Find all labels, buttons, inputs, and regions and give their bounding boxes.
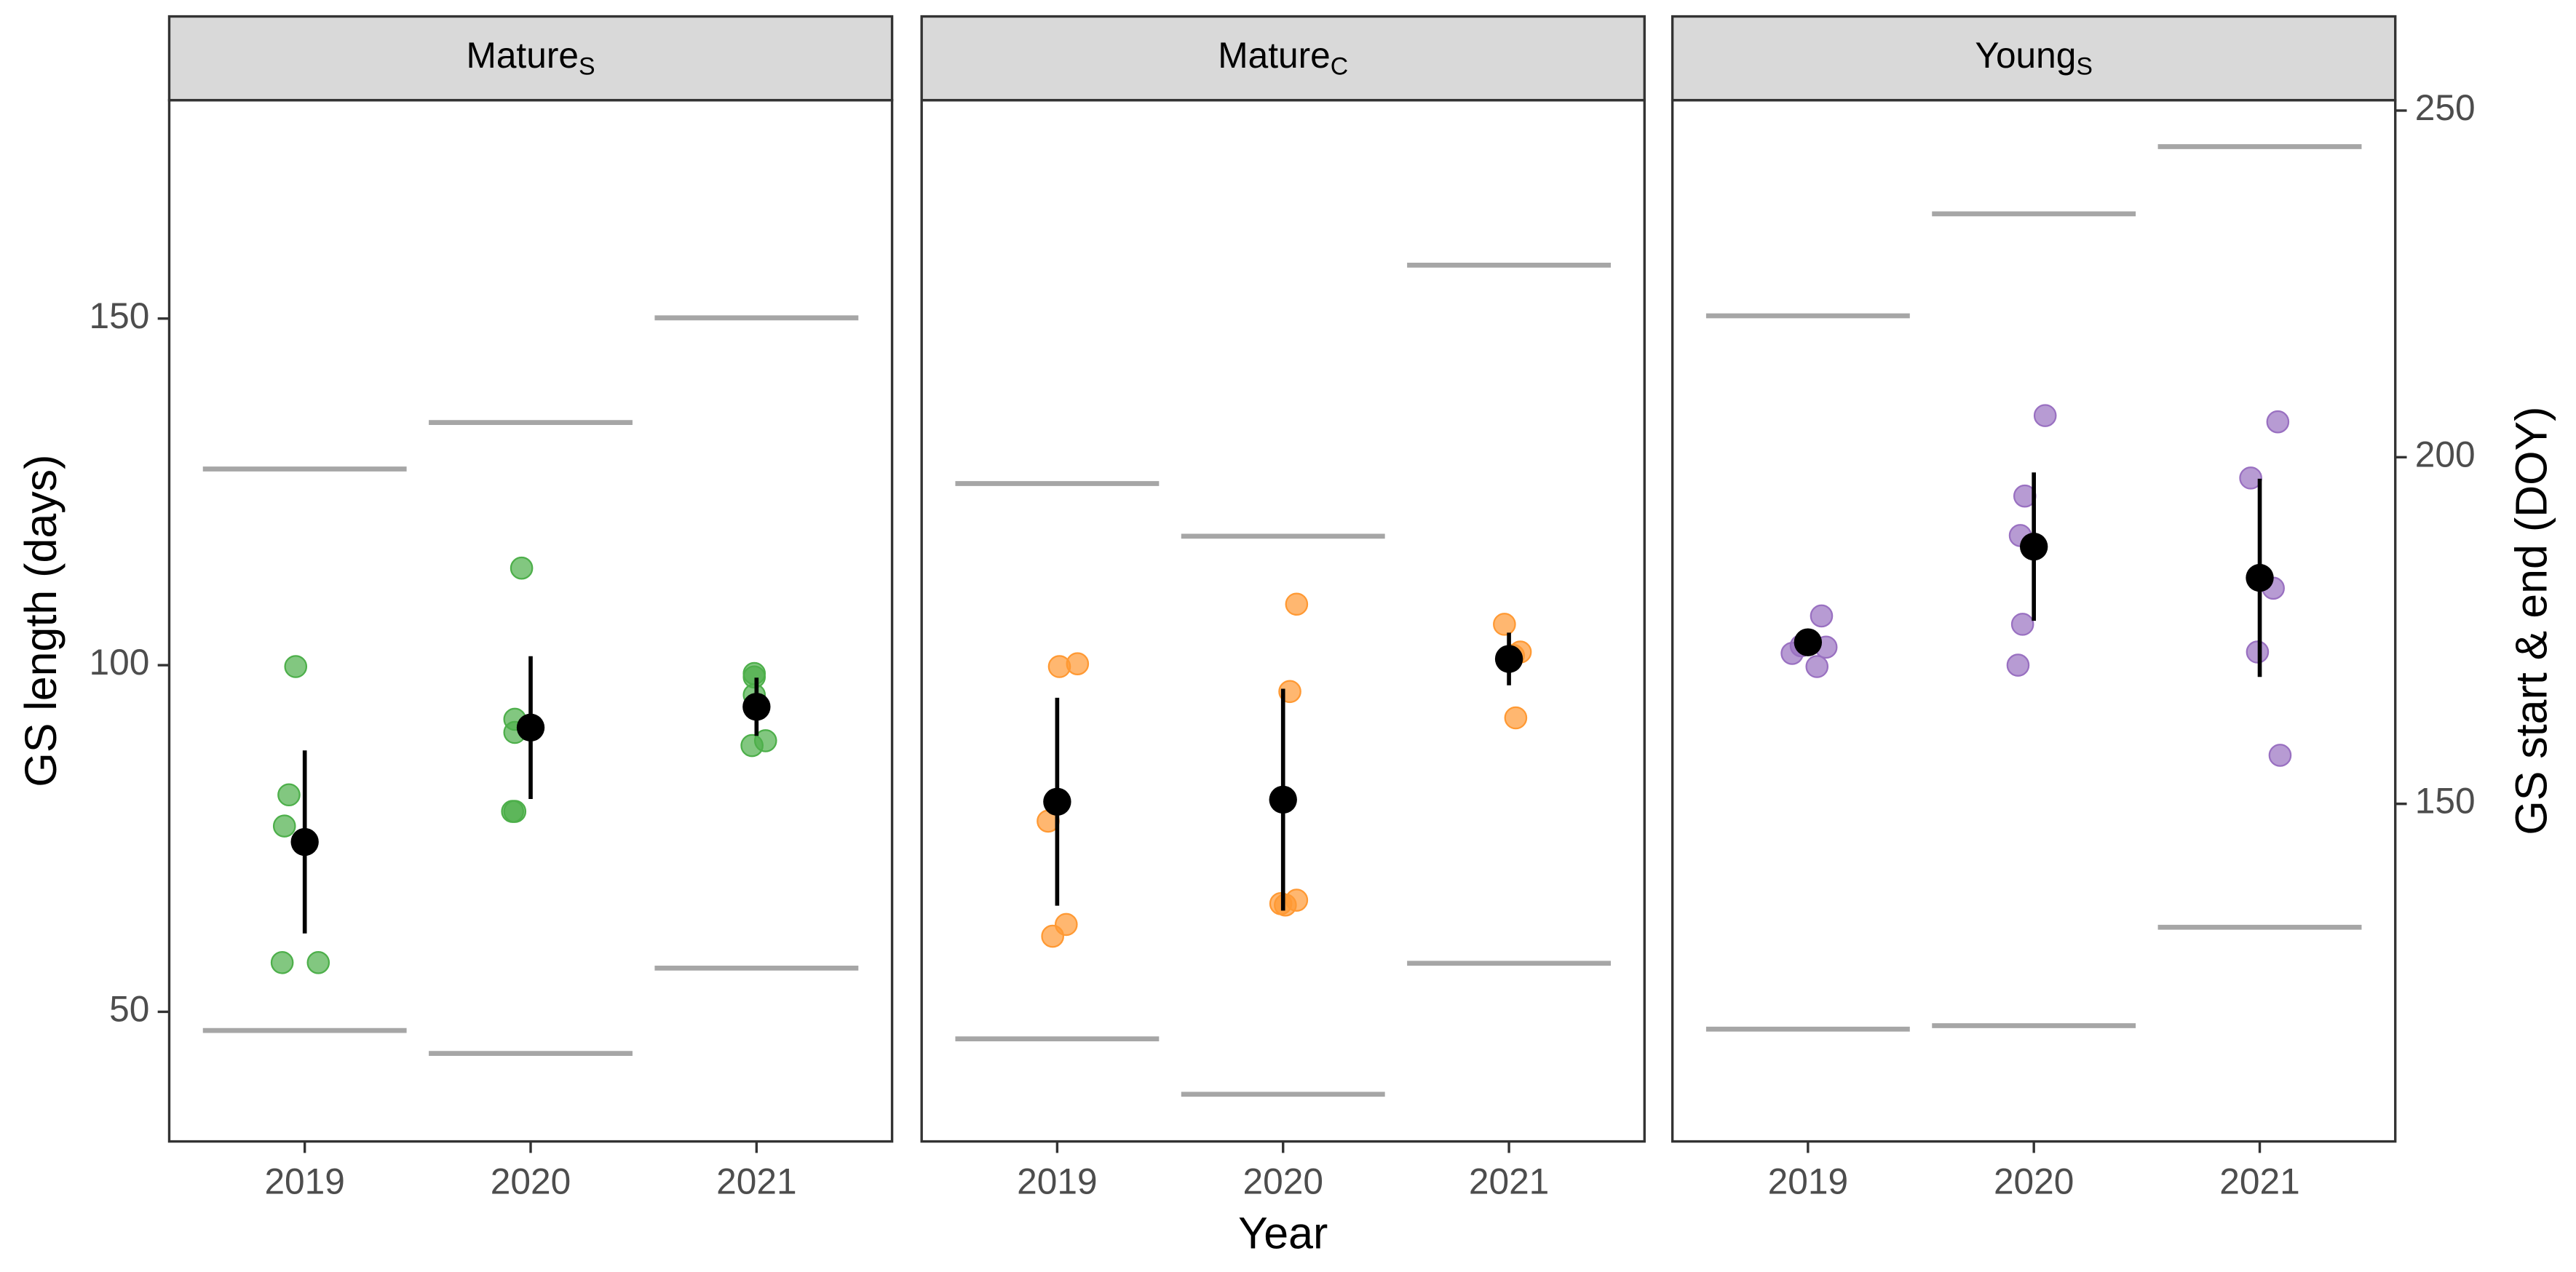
panel-border — [920, 98, 1646, 1143]
observation-point — [1285, 592, 1309, 616]
mean-point — [1043, 787, 1071, 816]
x-tick-label: 2020 — [1243, 1161, 1323, 1201]
observation-point — [1493, 613, 1516, 636]
mean-point — [290, 827, 319, 856]
observation-point — [2006, 653, 2030, 677]
x-tick-label: 2020 — [491, 1161, 571, 1201]
panel-title-main: Young — [1975, 35, 2076, 76]
x-tick-label: 2021 — [716, 1161, 796, 1201]
observation-point — [2268, 744, 2292, 767]
x-tick-label: 2020 — [1994, 1161, 2074, 1201]
x-tick-label: 2019 — [1017, 1161, 1097, 1201]
x-tick-label: 2021 — [2219, 1161, 2299, 1201]
panel-border — [167, 98, 894, 1143]
mean-point — [1794, 628, 1823, 656]
observation-point — [277, 783, 301, 807]
observation-point — [284, 655, 308, 678]
x-tick-label: 2021 — [1469, 1161, 1549, 1201]
mean-point — [1269, 785, 1297, 814]
observation-point — [753, 729, 777, 752]
y2-tick-label: 250 — [2415, 87, 2476, 128]
observation-point — [2246, 640, 2270, 664]
observation-point — [1504, 706, 1528, 730]
panel-strip — [1671, 15, 2397, 102]
observation-point — [2239, 466, 2262, 490]
observation-point — [510, 556, 534, 580]
y-tick-label: 50 — [109, 989, 149, 1030]
observation-point — [272, 814, 296, 838]
y2-axis-label: GS start & end (DOY) — [2507, 407, 2556, 835]
observation-point — [1810, 604, 1834, 628]
observation-point — [1285, 889, 1309, 912]
y-axis-label: GS length (days) — [16, 455, 66, 787]
mean-point — [2246, 563, 2274, 592]
observation-point — [270, 950, 294, 974]
observation-point — [2033, 404, 2057, 427]
mean-point — [516, 713, 545, 742]
observation-point — [306, 950, 330, 974]
panel-title: MatureS — [466, 35, 595, 80]
observation-point — [2266, 410, 2290, 434]
panel-title: MatureC — [1218, 35, 1348, 80]
panel-title: YoungS — [1975, 35, 2093, 80]
observation-point — [1805, 655, 1829, 678]
mean-point — [1494, 645, 1523, 673]
panel-title-sub: S — [2076, 53, 2093, 81]
observation-point — [1066, 652, 1090, 675]
observation-point — [2010, 613, 2034, 636]
x-tick-label: 2019 — [1768, 1161, 1848, 1201]
panel-title-main: Mature — [1218, 35, 1331, 76]
y-tick-label: 100 — [90, 642, 150, 683]
observation-point — [503, 800, 527, 823]
x-axis-label: Year — [1238, 1209, 1328, 1258]
panel-title-main: Mature — [466, 35, 579, 76]
y2-tick-label: 150 — [2415, 781, 2476, 822]
y-tick-label: 150 — [90, 295, 150, 336]
panel-title-sub: S — [579, 53, 595, 81]
observation-point — [1041, 924, 1064, 948]
mean-point — [742, 693, 771, 721]
x-tick-label: 2019 — [264, 1161, 344, 1201]
panel-title-sub: C — [1331, 53, 1348, 81]
y2-tick-label: 200 — [2415, 434, 2476, 474]
mean-point — [2020, 533, 2048, 561]
